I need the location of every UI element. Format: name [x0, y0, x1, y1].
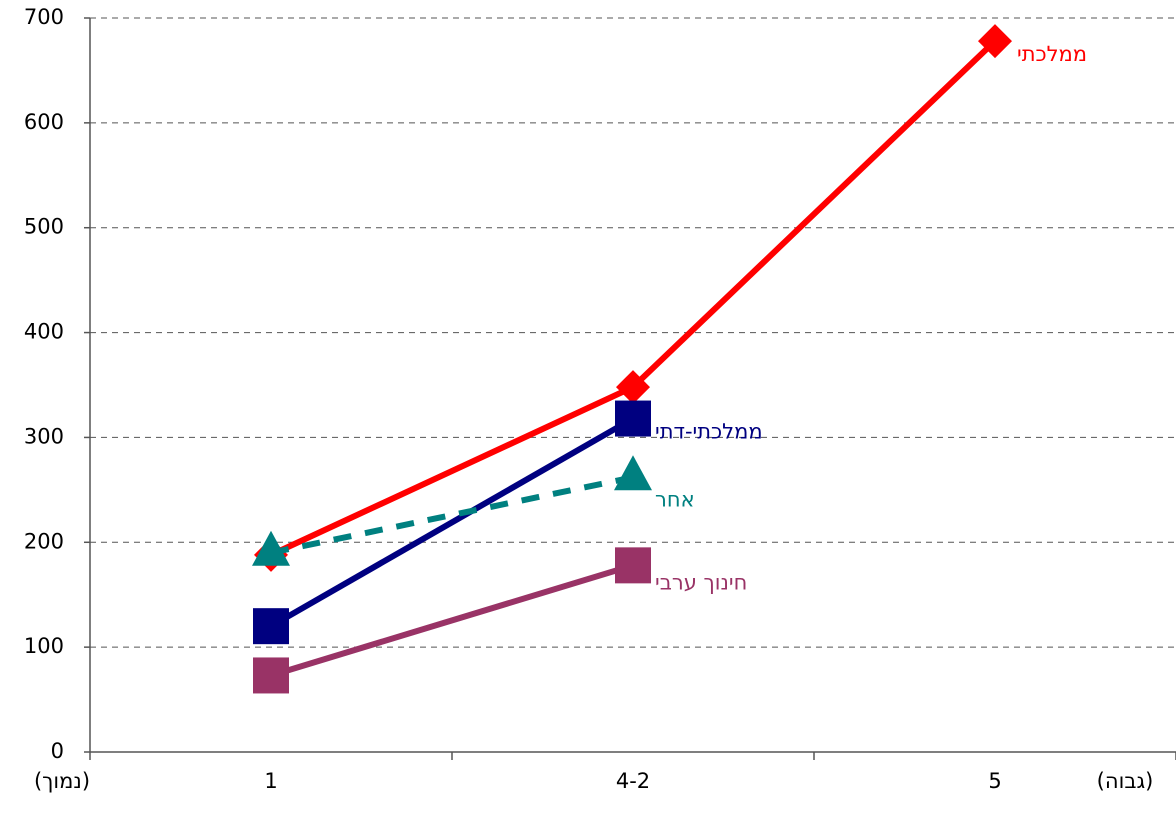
- y-tick-label: 600: [24, 110, 64, 134]
- x-high-label: (גבוה): [1097, 769, 1154, 793]
- series-line: [270, 562, 634, 679]
- y-tick-label: 400: [24, 320, 64, 344]
- x-tick-label: 1: [264, 769, 277, 793]
- y-tick-label: 300: [24, 424, 64, 448]
- point-marker: [253, 608, 289, 645]
- series-label: ממלכתי: [1017, 42, 1087, 66]
- series-label: ממלכתי-דתי: [655, 420, 763, 444]
- series-label: אחר: [655, 487, 695, 511]
- y-tick-label: 500: [24, 215, 64, 239]
- y-tick-label: 100: [24, 634, 64, 658]
- y-tick-label: 200: [24, 529, 64, 553]
- point-marker: [614, 455, 652, 491]
- y-tick-label: 700: [24, 5, 64, 29]
- point-marker: [615, 547, 651, 584]
- x-tick-label: 5: [988, 769, 1001, 793]
- point-marker: [615, 400, 651, 437]
- y-tick-label: 0: [51, 739, 64, 763]
- x-low-label: (נמוך): [34, 769, 90, 793]
- series-label: חינוך ערבי: [655, 570, 747, 594]
- series-line: [269, 415, 635, 629]
- x-tick-label: 4-2: [616, 769, 650, 793]
- point-marker: [616, 370, 650, 405]
- point-marker: [978, 24, 1012, 59]
- point-marker: [252, 530, 290, 566]
- point-marker: [253, 657, 289, 694]
- series-line: [270, 474, 634, 556]
